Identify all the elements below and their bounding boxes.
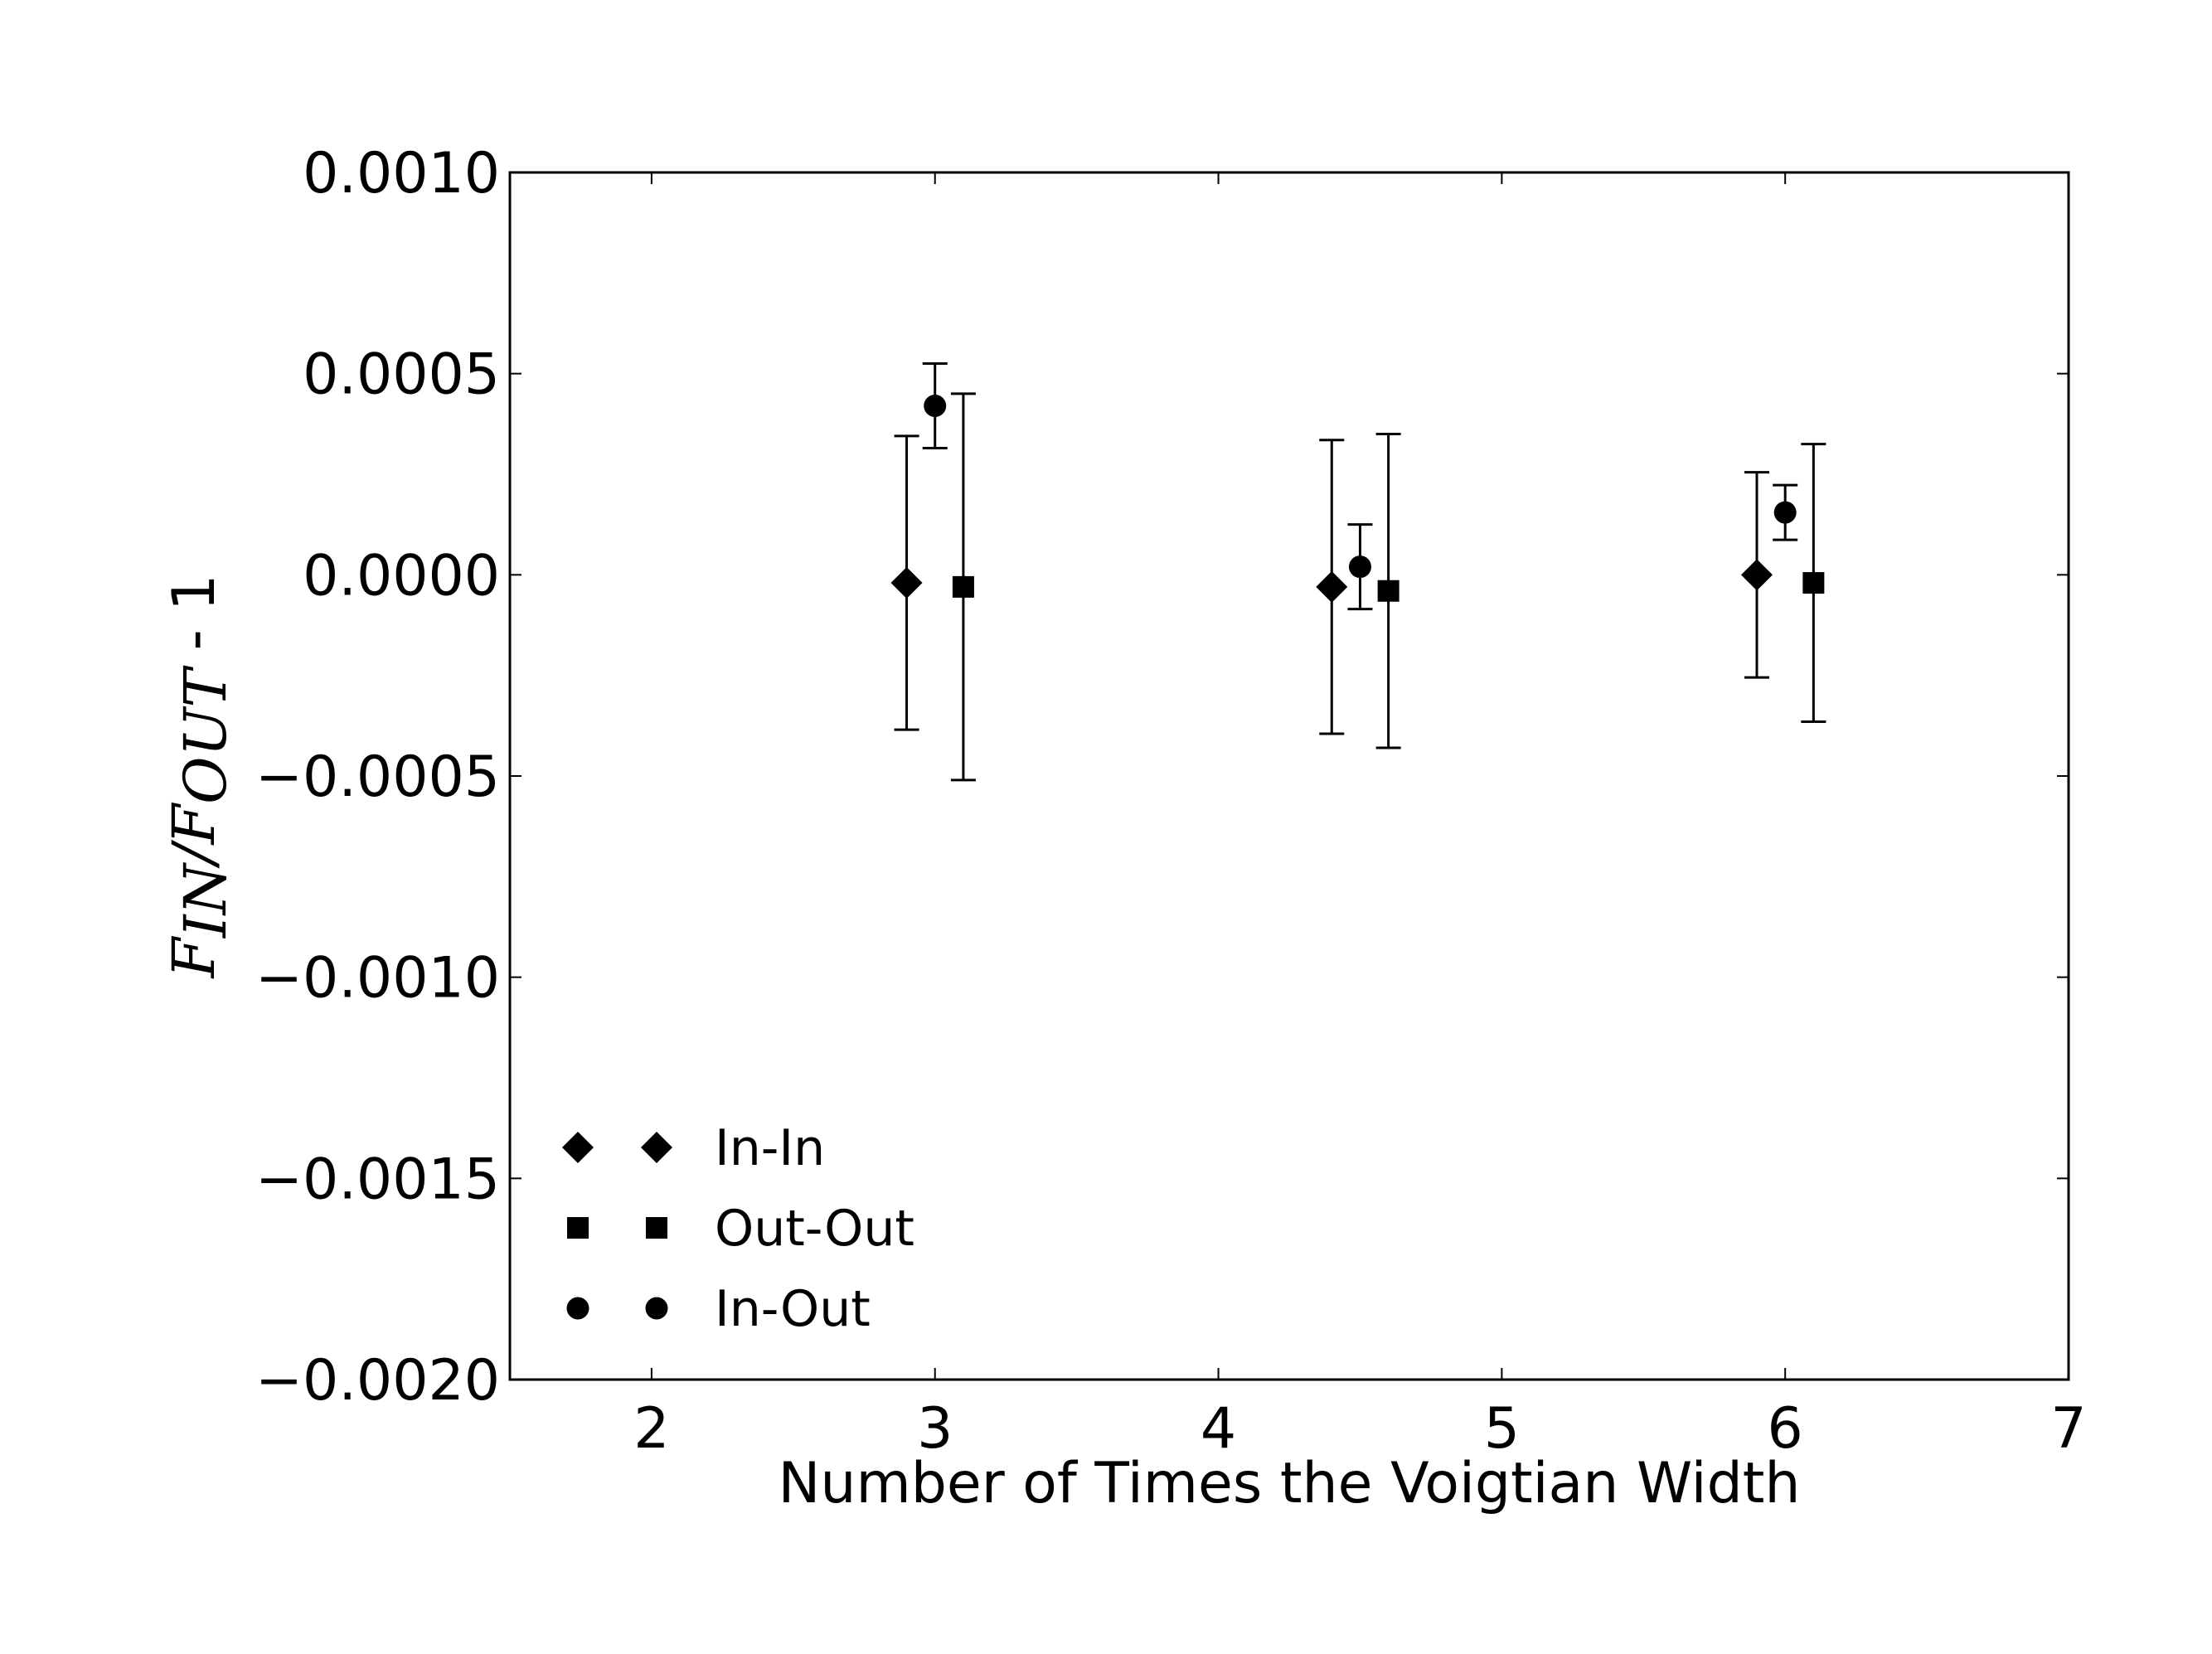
y-label-f: F [160,936,228,980]
x-tick-labels: 2 3 4 5 6 7 [633,1396,2086,1462]
y-tick-label: −0.0005 [255,745,500,810]
y-tick-labels: 0.0010 0.0005 0.0000 −0.0005 −0.0010 −0.0015 −… [255,141,500,1414]
y-tick-label: −0.0020 [255,1348,500,1414]
legend-marker-in-in [562,1132,594,1163]
x-tick-label: 3 [917,1396,953,1462]
x-tick-label: 2 [633,1396,669,1462]
y-axis-label: FIN/FOUT - 1 [160,574,240,979]
legend-marker-in-in [641,1132,672,1163]
y-tick-label: 0.0010 [303,141,500,206]
data-point-out-out [1377,580,1399,602]
y-tick-label: 0.0005 [303,342,500,408]
x-tick-label: 4 [1201,1396,1236,1462]
y-tick-label: −0.0015 [255,1147,500,1212]
legend-label-in-out: In-Out [715,1280,871,1338]
y-label-suffix: - 1 [160,574,228,668]
data-point-in-out [924,394,947,417]
y-tick-label: −0.0010 [255,946,500,1011]
x-tick-label: 6 [1768,1396,1803,1462]
legend-marker-out-out [646,1217,667,1239]
data-marks [890,362,1826,782]
data-point-in-out [1773,501,1797,524]
data-point-in-in [1741,559,1773,591]
legend-label-out-out: Out-Out [715,1200,914,1258]
data-point-in-out [1348,555,1371,579]
x-tick-label: 7 [2050,1396,2086,1462]
legend: In-In Out-Out In-Out [562,1119,914,1338]
legend-marker-out-out [567,1217,589,1239]
data-point-out-out [1802,572,1825,594]
legend-marker-in-out [566,1297,589,1320]
plot-area [510,172,2069,1380]
legend-label-in-in: In-In [715,1119,825,1177]
svg-text:FIN/FOUT - 1: FIN/FOUT - 1 [160,574,240,979]
y-label-sub-out: OUT [172,665,240,803]
y-tick-label: 0.0000 [303,543,500,609]
x-tick-label: 5 [1484,1396,1520,1462]
data-point-in-in [1316,570,1348,603]
x-axis-label: Number of Times the Voigtian Width [779,1451,1801,1516]
plot-frame [508,171,2070,1381]
legend-marker-in-out [645,1297,668,1320]
data-point-out-out [952,575,974,598]
y-label-f2: F [160,802,228,846]
y-label-sub-in: IN [172,861,240,939]
data-point-in-in [890,567,923,599]
